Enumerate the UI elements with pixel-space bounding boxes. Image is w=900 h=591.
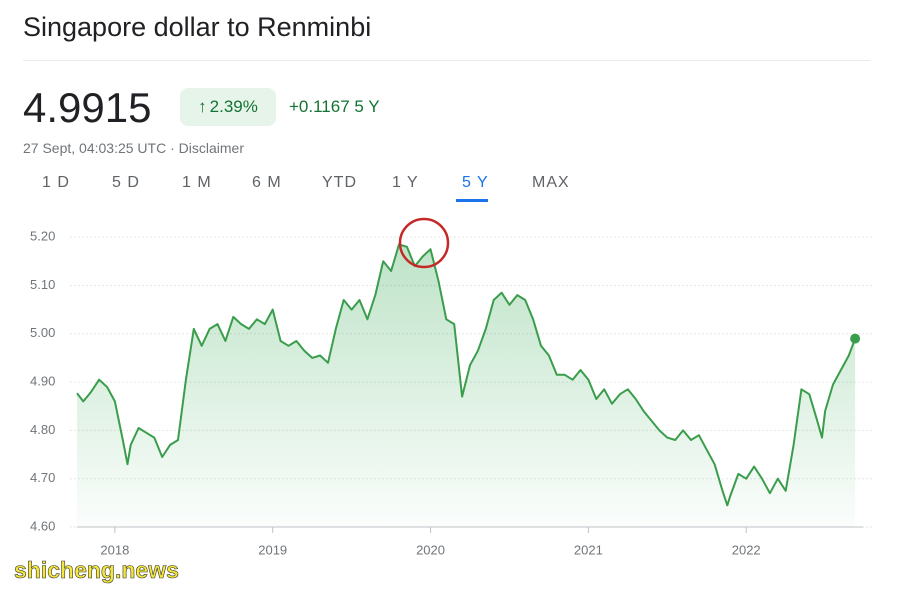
y-tick-label: 4.60 bbox=[30, 518, 55, 533]
x-tick-label: 2018 bbox=[100, 542, 129, 557]
page-title: Singapore dollar to Renminbi bbox=[23, 12, 372, 42]
range-tab[interactable]: 1 Y bbox=[392, 174, 419, 191]
range-tab[interactable]: 5 D bbox=[112, 174, 140, 191]
x-tick-label: 2020 bbox=[416, 542, 445, 557]
y-tick-label: 4.70 bbox=[30, 470, 55, 485]
highlight-circle bbox=[398, 217, 450, 269]
x-tick-label: 2022 bbox=[732, 542, 761, 557]
range-tab[interactable]: 5 Y bbox=[450, 174, 520, 202]
range-tab[interactable]: 1 M bbox=[182, 174, 212, 191]
range-tab[interactable]: MAX bbox=[532, 174, 570, 191]
change-value: +0.1167 bbox=[289, 97, 350, 116]
range-tab[interactable]: 1 D bbox=[42, 174, 70, 191]
change-period: 5 Y bbox=[354, 97, 380, 116]
y-tick-label: 5.10 bbox=[30, 277, 55, 292]
y-tick-label: 4.80 bbox=[30, 422, 55, 437]
watermark: shicheng.news bbox=[14, 557, 179, 584]
price: 4.9915 bbox=[23, 84, 152, 131]
divider bbox=[23, 60, 870, 61]
change-absolute: +0.1167 5 Y bbox=[289, 97, 380, 117]
end-dot bbox=[850, 333, 861, 344]
range-tab[interactable]: 6 M bbox=[252, 174, 282, 191]
range-tab[interactable]: YTD bbox=[322, 174, 357, 191]
area-fill bbox=[77, 244, 856, 527]
range-tabs: 1 D 5 D 1 M 6 M YTD 1 Y 5 Y MAX bbox=[30, 174, 590, 202]
x-tick-label: 2021 bbox=[574, 542, 603, 557]
y-tick-label: 5.00 bbox=[30, 325, 55, 340]
change-percent: 2.39% bbox=[209, 97, 258, 116]
price-line bbox=[76, 243, 857, 507]
up-arrow: ↑ bbox=[198, 97, 207, 116]
y-tick-label: 5.20 bbox=[30, 229, 55, 244]
x-tick-label: 2019 bbox=[258, 542, 287, 557]
change-chip: ↑ 2.39% bbox=[180, 88, 276, 126]
timestamp: 27 Sept, 04:03:25 UTC · Disclaimer bbox=[23, 140, 244, 156]
y-tick-label: 4.90 bbox=[30, 374, 55, 389]
